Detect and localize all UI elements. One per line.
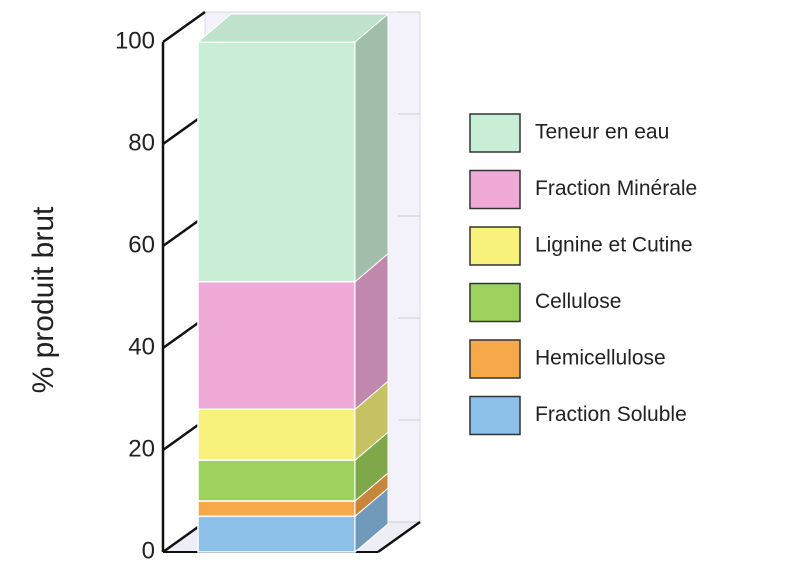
x-axis-end (377, 520, 421, 554)
legend-swatch (469, 282, 521, 323)
y-tick-label: 0 (142, 537, 155, 564)
legend-label: Cellulose (535, 290, 621, 313)
legend-swatch (469, 226, 521, 266)
bar-segment-side (354, 12, 389, 283)
legend-swatch (469, 169, 521, 210)
bar-segment (197, 408, 356, 461)
legend-label: Fraction Minérale (535, 177, 697, 200)
legend-label: Fraction Soluble (535, 403, 687, 426)
legend-label: Hemicellulose (535, 347, 666, 370)
y-tick-label: 40 (128, 333, 155, 360)
bar-top (196, 13, 390, 43)
legend-swatch (469, 339, 521, 379)
y-tick-label: 20 (128, 435, 155, 462)
legend-swatch (469, 113, 521, 153)
bar-segment (197, 515, 356, 553)
y-axis-label: % produit brut (27, 206, 60, 393)
bar-segment (197, 500, 356, 518)
bar-segment (197, 41, 356, 283)
tick-mark (162, 10, 206, 44)
y-tick-label: 100 (115, 27, 155, 54)
legend-label: Teneur en eau (535, 121, 669, 144)
bar-segment (197, 459, 356, 502)
legend-swatch (469, 395, 521, 436)
bar-segment (197, 280, 356, 410)
y-tick-label: 60 (128, 231, 155, 258)
legend-label: Lignine et Cutine (535, 234, 693, 257)
y-tick-label: 80 (128, 129, 155, 156)
